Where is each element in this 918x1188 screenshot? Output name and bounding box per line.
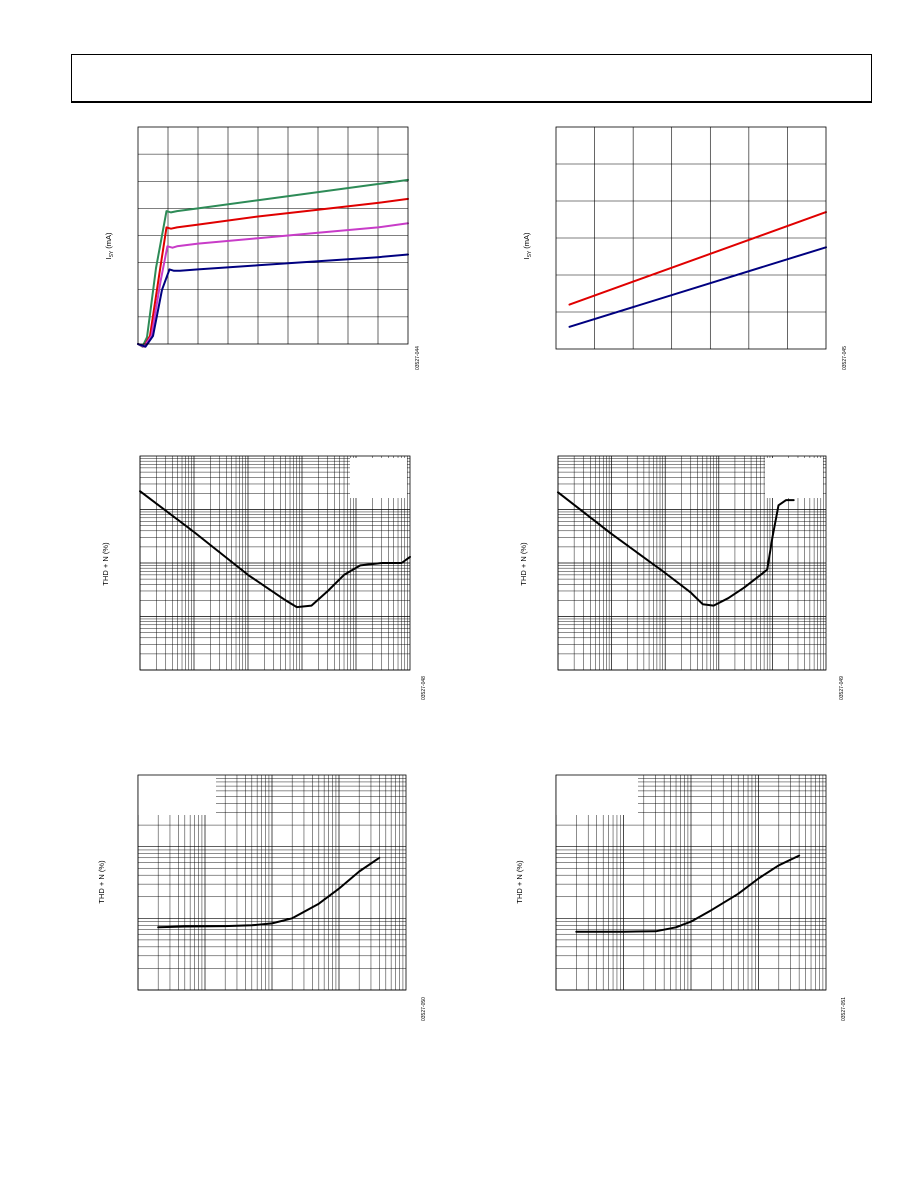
figure-id: 03527-049 (839, 676, 845, 700)
series-line-2 (137, 197, 409, 348)
plot-frame (139, 455, 411, 671)
y-axis-label: THD + N (%) (519, 542, 528, 586)
chart-grid (138, 127, 408, 344)
legend-box (350, 458, 407, 498)
chart-series (568, 211, 827, 328)
legend-box (765, 458, 823, 498)
page-header-box (71, 54, 872, 103)
figure-id: 03527-050 (421, 997, 427, 1021)
figure-id: 03527-048 (421, 676, 427, 700)
chart-thdn-vs-frequency-2: THD + N (%) 03527-051 (515, 774, 847, 1021)
plot-frame (137, 774, 407, 991)
chart-grid (556, 127, 826, 349)
chart-thdn-vs-frequency-1: THD + N (%) 03527-050 (97, 774, 427, 1021)
series-line-1 (137, 178, 409, 348)
series-line-2 (568, 246, 827, 328)
series-line-1 (157, 856, 381, 929)
chart-series (139, 490, 411, 609)
chart-grid (557, 456, 826, 671)
plot-frame (555, 126, 827, 350)
legend-box (556, 775, 638, 815)
y-axis-label: THD + N (%) (515, 860, 524, 904)
series-line-4 (137, 253, 409, 348)
legend-box (138, 775, 216, 815)
chart-thdn-vs-output-1: THD + N (%) 03527-048 (101, 455, 427, 700)
figure-id: 03527-051 (841, 997, 847, 1021)
series-line-3 (137, 222, 409, 348)
plot-frame (137, 126, 409, 345)
chart-isy-vs-vsy: ISY(mA) 03527-044 (104, 126, 421, 370)
y-axis-label: ISY(mA) (522, 232, 533, 260)
y-axis-label: THD + N (%) (101, 542, 110, 586)
chart-series (157, 856, 381, 929)
series-line-1 (568, 211, 827, 306)
chart-thdn-vs-output-2: THD + N (%) 03527-049 (519, 455, 845, 700)
figure-id: 03527-044 (415, 346, 421, 370)
plot-frame (555, 774, 827, 991)
y-axis-label: ISY(mA) (104, 232, 115, 260)
series-line-1 (139, 490, 411, 609)
figure-id: 03527-045 (842, 346, 848, 370)
chart-grid (139, 456, 410, 671)
series-line-1 (575, 854, 801, 933)
chart-series (137, 178, 409, 348)
series-line-1 (557, 491, 795, 607)
chart-series (557, 491, 795, 607)
chart-isy-vs-temperature: ISY(mA) 03527-045 (522, 126, 848, 370)
chart-series (575, 854, 801, 933)
plot-frame (557, 455, 827, 671)
y-axis-label: THD + N (%) (97, 860, 106, 904)
